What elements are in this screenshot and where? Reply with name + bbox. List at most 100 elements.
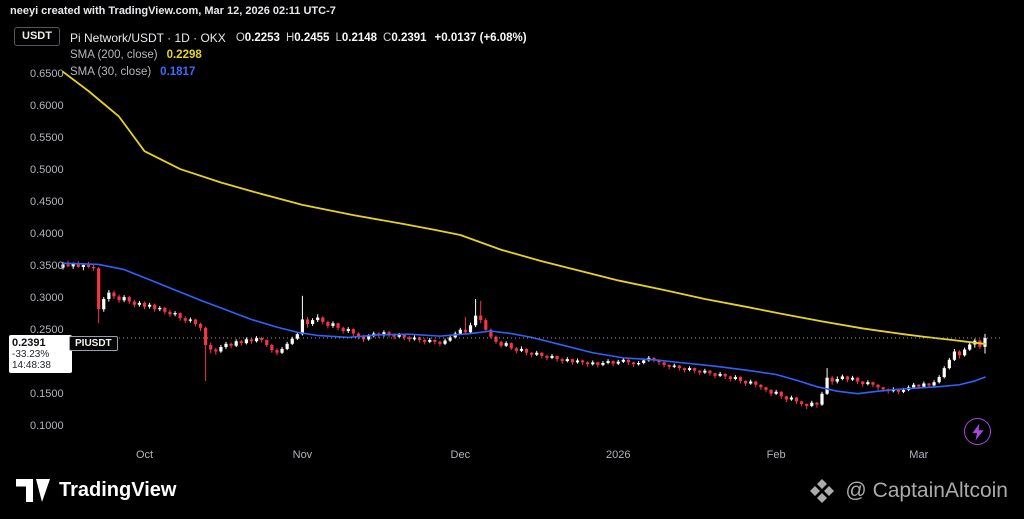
candle [280, 347, 284, 355]
candle [840, 374, 844, 381]
candles-series [61, 260, 987, 410]
attribution-text: neeyi created with TradingView.com, Mar … [10, 5, 336, 17]
candle [239, 339, 243, 346]
candle [591, 360, 595, 366]
candle [764, 386, 768, 393]
candle [209, 342, 213, 354]
sma200-value: 0.2298 [166, 48, 202, 61]
candle [580, 359, 585, 365]
candle [112, 290, 116, 299]
candle [626, 359, 631, 365]
lightning-bolt-icon [972, 423, 983, 440]
price-tag-countdown: 14:48:38 [12, 360, 51, 372]
candle [672, 363, 676, 369]
candle [759, 384, 763, 390]
candle [244, 337, 248, 345]
candle [687, 366, 692, 372]
candle [957, 350, 962, 359]
candle [219, 345, 223, 353]
candle [382, 330, 386, 337]
candle [876, 384, 880, 390]
candle [153, 303, 157, 312]
candle [866, 380, 870, 386]
change-value: +0.0137 (+6.08%) [434, 31, 527, 44]
candle [631, 361, 636, 367]
lightning-bolt-button[interactable] [964, 418, 991, 445]
sma200-legend-row[interactable]: SMA (200, close) 0.2298 [70, 46, 527, 63]
candle [448, 335, 452, 342]
candle [474, 299, 478, 328]
candle [530, 352, 534, 358]
candle [316, 314, 320, 323]
ohlc-low-value: 0.2148 [341, 31, 378, 44]
price-chart-canvas[interactable] [0, 0, 1024, 462]
price-tag: 0.2391 -33.23% 14:48:38 [9, 334, 72, 374]
chart-legend: Pi Network/USDT · 1D · OKX O 0.2253 H 0.24… [70, 29, 527, 80]
candle [122, 295, 126, 303]
candle [163, 306, 167, 315]
candle [519, 346, 524, 353]
candle [682, 367, 687, 373]
candle [540, 352, 544, 359]
candle [535, 350, 539, 356]
candle [698, 370, 702, 376]
candle [550, 354, 554, 360]
ohlc-open-value: 0.2253 [244, 31, 280, 44]
candle [86, 261, 91, 269]
sma30-value: 0.1817 [160, 65, 196, 78]
tradingview-logo-icon [16, 479, 50, 502]
candle [321, 316, 325, 325]
candle [611, 360, 615, 367]
symbol-title[interactable]: Pi Network/USDT · 1D · OKX [70, 30, 226, 45]
sma30-legend-row[interactable]: SMA (30, close) 0.1817 [70, 63, 527, 80]
candle [514, 347, 518, 354]
candle [555, 355, 559, 362]
candle [270, 343, 274, 353]
sma30-label: SMA (30, close) [70, 65, 152, 78]
candle [774, 389, 778, 395]
candle [794, 396, 799, 404]
sma-30-line [62, 262, 986, 395]
candle [810, 400, 814, 408]
candle [728, 375, 732, 382]
candle [132, 299, 136, 308]
candle [204, 326, 208, 381]
candle [178, 312, 182, 321]
candle [423, 338, 427, 345]
candle [616, 359, 620, 365]
tradingview-brand[interactable]: TradingView [16, 479, 176, 502]
candle [606, 359, 610, 365]
candle [158, 306, 162, 312]
ohlc-close-label: C [383, 31, 392, 44]
candle [947, 357, 951, 370]
candle [952, 348, 957, 362]
candle [300, 295, 305, 336]
candle [677, 364, 681, 371]
candle [351, 328, 355, 337]
candle [290, 336, 294, 346]
candle [117, 294, 121, 303]
candle [341, 326, 345, 334]
ohlc-high-label: H [285, 31, 295, 44]
candle [346, 327, 350, 333]
candle [173, 311, 177, 317]
candle [784, 395, 788, 403]
candle [305, 316, 310, 328]
candle [835, 376, 839, 384]
price-tag-change-pct: -33.23% [12, 349, 50, 361]
candle [708, 370, 712, 376]
candle [932, 380, 936, 387]
candle [621, 357, 625, 363]
candle [570, 358, 574, 365]
candle [214, 347, 218, 355]
candle [188, 317, 192, 323]
watermark-text: @ CaptainAltcoin [845, 478, 1008, 502]
candle [703, 368, 707, 374]
candle [509, 342, 513, 351]
candle [107, 290, 111, 302]
candle [937, 375, 941, 384]
candle [275, 348, 279, 356]
currency-button[interactable]: USDT [14, 27, 60, 46]
candle [856, 377, 860, 385]
